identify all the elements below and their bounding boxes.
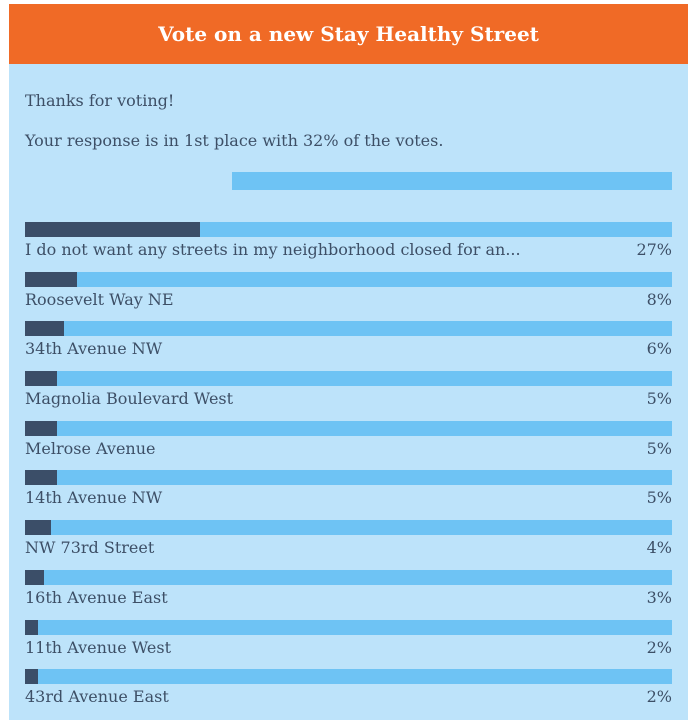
result-label: 11th Avenue West <box>25 637 172 657</box>
result-label: Melrose Avenue <box>25 438 156 458</box>
result-bar-track <box>25 420 672 436</box>
result-bar-fill <box>25 222 200 237</box>
result-label: 16th Avenue East <box>25 587 168 607</box>
result-row: 14th Avenue NW 5% <box>25 470 672 520</box>
result-percent: 27% <box>636 240 672 259</box>
result-label: Roosevelt Way NE <box>25 289 174 309</box>
result-percent: 4% <box>646 538 672 558</box>
result-bar-track <box>25 470 672 486</box>
result-bar-fill <box>25 371 58 387</box>
result-percent: 2% <box>646 637 672 657</box>
result-row: NW 73rd Street 4% <box>25 520 672 570</box>
result-label: 14th Avenue NW <box>25 488 163 508</box>
result-percent: 5% <box>646 389 672 409</box>
result-bar-fill <box>25 520 51 536</box>
result-bar-track <box>25 371 672 387</box>
result-bar-fill <box>25 420 58 436</box>
result-percent: 3% <box>646 587 672 607</box>
result-percent: 5% <box>646 438 672 458</box>
result-label: I do not want any streets in my neighbor… <box>25 240 521 259</box>
result-row: 16th Avenue East 3% <box>25 569 672 620</box>
result-row: 11th Avenue West 2% <box>25 619 672 670</box>
poll-title: Vote on a new Stay Healthy Street <box>158 22 539 46</box>
result-bar-track <box>25 619 672 635</box>
result-label: 43rd Avenue East <box>25 687 169 707</box>
result-label: NW 73rd Street <box>25 538 155 558</box>
result-row: 43rd Avenue East 2% <box>25 669 672 719</box>
result-bar-fill <box>25 669 38 685</box>
result-bar-fill <box>25 271 77 287</box>
result-bar-track <box>25 321 672 337</box>
results-list: I do not want any streets in my neighbor… <box>25 222 672 719</box>
user-response-bar <box>232 172 672 190</box>
thanks-message: Thanks for voting! <box>25 91 175 110</box>
result-percent: 8% <box>646 289 672 309</box>
result-label: 34th Avenue NW <box>25 339 163 359</box>
result-bar-track <box>25 569 672 585</box>
result-bar-track <box>25 669 672 685</box>
result-percent: 2% <box>646 687 672 707</box>
result-percent: 5% <box>646 488 672 508</box>
result-bar-track <box>25 222 672 237</box>
result-bar-fill <box>25 321 64 337</box>
result-percent: 6% <box>646 339 672 359</box>
result-row: 34th Avenue NW 6% <box>25 321 672 371</box>
result-label: Magnolia Boulevard West <box>25 389 234 409</box>
result-bar-fill <box>25 569 45 585</box>
result-bar-track <box>25 271 672 287</box>
result-row: I do not want any streets in my neighbor… <box>25 222 672 272</box>
result-row: Magnolia Boulevard West 5% <box>25 371 672 421</box>
poll-header: Vote on a new Stay Healthy Street <box>9 4 688 64</box>
result-row: Melrose Avenue 5% <box>25 420 672 471</box>
result-bar-fill <box>25 619 38 635</box>
result-bar-fill <box>25 470 58 486</box>
status-message: Your response is in 1st place with 32% o… <box>25 131 444 150</box>
poll-widget: Vote on a new Stay Healthy Street Thanks… <box>9 4 688 720</box>
result-bar-track <box>25 520 672 536</box>
result-row: Roosevelt Way NE 8% <box>25 271 672 322</box>
